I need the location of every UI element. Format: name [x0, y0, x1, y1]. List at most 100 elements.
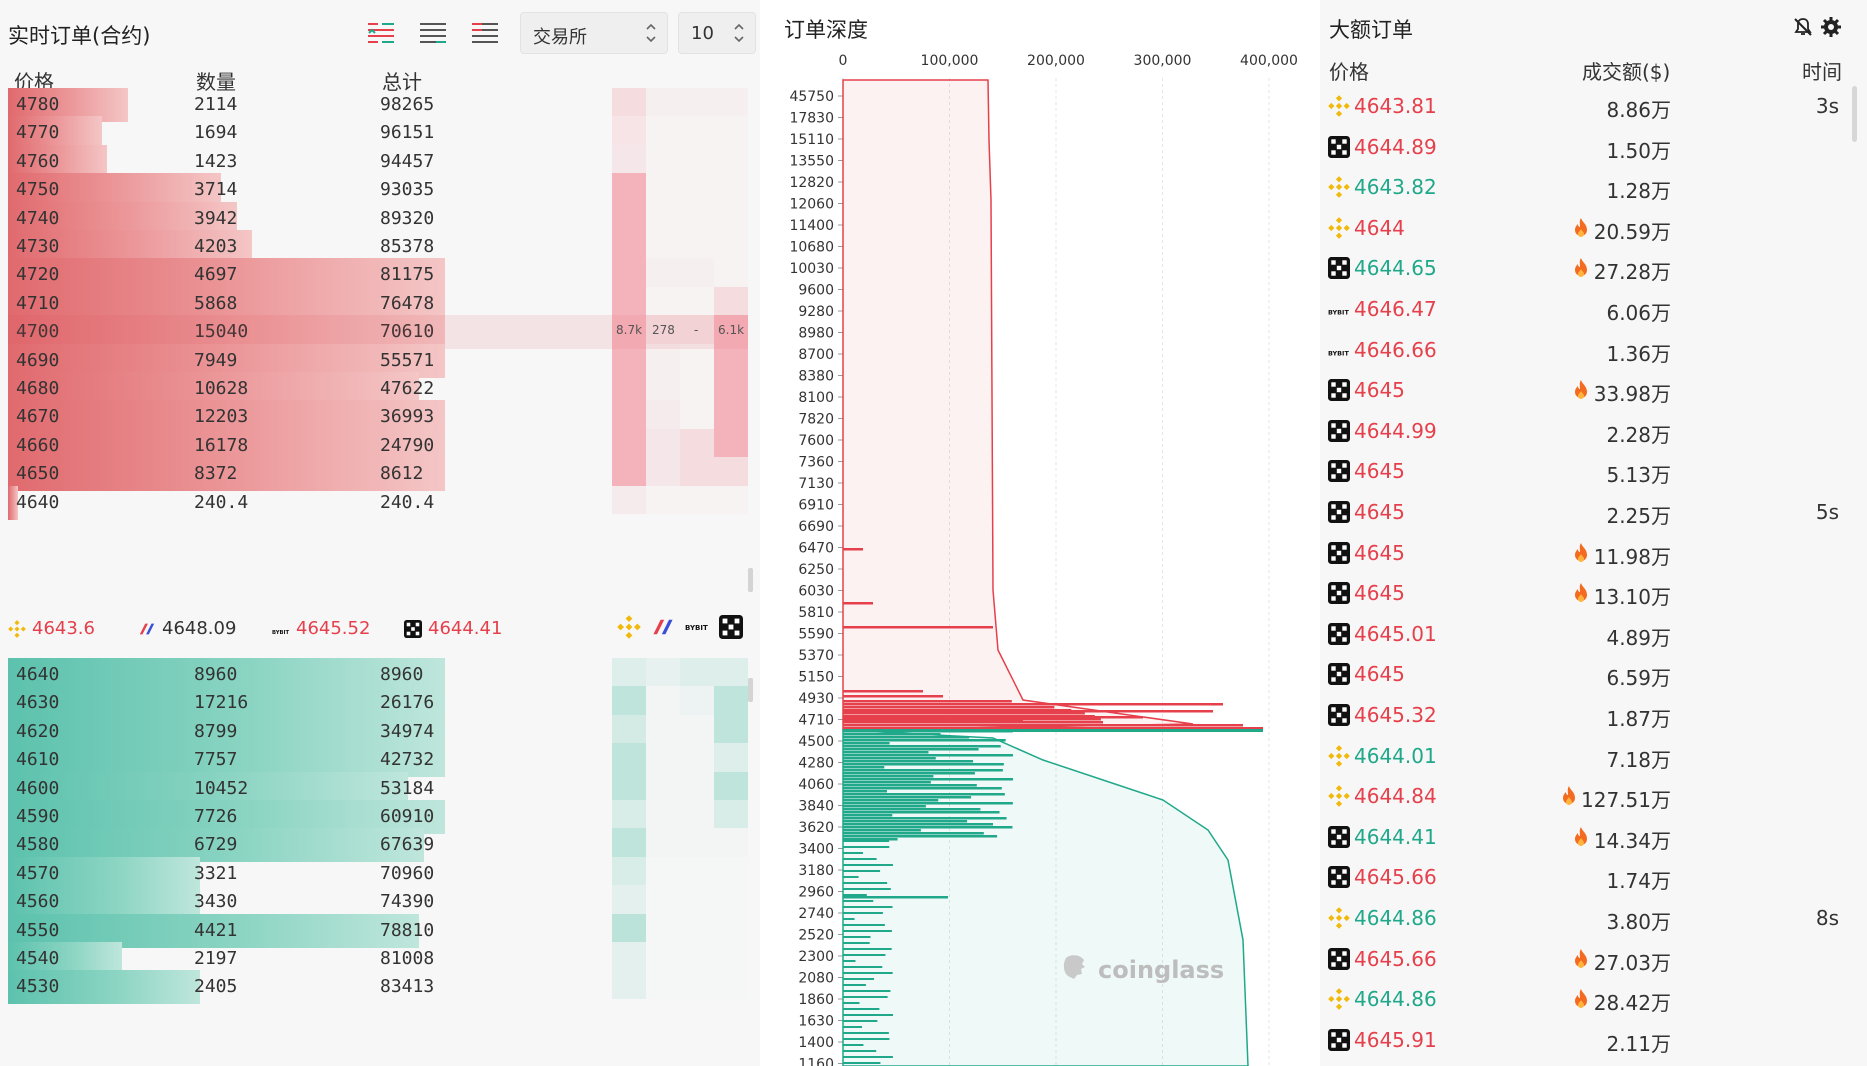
depth-level-select[interactable]: 10	[678, 12, 756, 54]
bid-row[interactable]: 4550 4421 78810	[8, 913, 528, 948]
settings-gear-icon[interactable]	[1820, 16, 1842, 38]
bid-row[interactable]: 4610 7757 42732	[8, 743, 528, 778]
large-order-row[interactable]: 4644.65 27.28万	[1320, 248, 1867, 288]
bid-row[interactable]: 4600 10452 53184	[8, 771, 528, 806]
order-price: 4644.01	[1354, 743, 1437, 768]
bid-row[interactable]: 4560 3430 74390	[8, 885, 528, 920]
large-order-row[interactable]: 4644.86 3.80万 8s	[1320, 898, 1867, 938]
large-order-row[interactable]: 4644.89 1.50万	[1320, 127, 1867, 167]
bid-row[interactable]: 4530 2405 83413	[8, 970, 528, 1005]
large-order-row[interactable]: 4645 5.13万	[1320, 451, 1867, 491]
large-order-row[interactable]: 4645.66 1.74万	[1320, 857, 1867, 897]
bid-row[interactable]: 4640 8960 8960	[8, 658, 528, 692]
ask-row[interactable]: 4750 3714 93035	[8, 173, 528, 208]
large-order-row[interactable]: 4644.86 28.42万	[1320, 979, 1867, 1019]
bid-depth-bar	[8, 913, 419, 948]
large-order-row[interactable]: BYBIT 4646.66 1.36万	[1320, 330, 1867, 370]
large-order-row[interactable]: 4644.01 7.18万	[1320, 736, 1867, 776]
bid-level-bar	[843, 766, 885, 769]
ask-row[interactable]: 4650 8372 8612	[8, 457, 528, 492]
exchange-ticker[interactable]: 4648.09	[138, 618, 236, 639]
large-order-row[interactable]: 4644.41 14.34万	[1320, 817, 1867, 857]
okx-icon[interactable]	[718, 614, 744, 640]
large-order-row[interactable]: 4644.84 127.51万	[1320, 776, 1867, 816]
ask-row[interactable]: 4640 240.4 240.4	[8, 485, 528, 520]
binance-icon	[1328, 988, 1350, 1010]
bid-row[interactable]: 4580 6729 67639	[8, 828, 528, 863]
order-price: 4644.86	[1354, 987, 1437, 1012]
large-order-row[interactable]: 4645.91 2.11万	[1320, 1020, 1867, 1060]
heat-cell	[680, 686, 714, 715]
ask-total: 81175	[380, 264, 435, 286]
large-order-row[interactable]: 4645.01 4.89万	[1320, 614, 1867, 654]
view-asks-button[interactable]	[468, 20, 502, 46]
large-order-row[interactable]: 4645 2.25万 5s	[1320, 492, 1867, 532]
scrollbar[interactable]	[1852, 86, 1857, 142]
ask-row[interactable]: 4660 16178 24790	[8, 428, 528, 463]
large-order-row[interactable]: 4645.66 27.03万	[1320, 939, 1867, 979]
order-amount: 1.87万	[1606, 707, 1671, 731]
view-both-sides-button[interactable]	[364, 20, 398, 46]
large-order-row[interactable]: 4645 6.59万	[1320, 654, 1867, 694]
bid-level-bar	[843, 948, 892, 950]
ask-row[interactable]: 4720 4697 81175	[8, 258, 528, 293]
bid-qty: 3321	[194, 862, 238, 884]
ask-row[interactable]: 4680 10628 47622	[8, 372, 528, 406]
ask-row[interactable]: 4760 1423 94457	[8, 144, 528, 179]
exchange-ticker[interactable]: 4643.6	[8, 618, 95, 639]
ask-row[interactable]: 4690 7949 55571	[8, 343, 528, 378]
ask-level-bar	[843, 709, 1072, 712]
large-order-row[interactable]: 4645 33.98万	[1320, 370, 1867, 410]
view-bids-button[interactable]	[416, 20, 450, 46]
ask-level-bar	[843, 602, 873, 605]
okx-icon	[1328, 704, 1350, 726]
ask-row[interactable]: 4670 12203 36993	[8, 400, 528, 435]
y-tick-label: 5590	[798, 627, 834, 643]
ask-row[interactable]: 4700 15040 70610	[8, 315, 748, 350]
ask-row[interactable]: 4730 4203 85378	[8, 230, 528, 264]
y-tick-label: 1860	[798, 992, 834, 1008]
exchange-select[interactable]: 交易所	[520, 12, 668, 54]
ask-row[interactable]: 4770 1694 96151	[8, 116, 528, 151]
bid-row[interactable]: 4540 2197 81008	[8, 942, 528, 976]
heatmap-label: 278	[652, 323, 675, 338]
heat-cell	[612, 372, 646, 401]
bid-level-bar	[843, 742, 890, 745]
scrollbar[interactable]	[748, 568, 753, 592]
bid-row[interactable]: 4570 3321 70960	[8, 856, 528, 891]
large-order-row[interactable]: 4645 13.10万	[1320, 573, 1867, 613]
svg-text:BYBIT: BYBIT	[272, 629, 289, 635]
ask-row[interactable]: 4710 5868 76478	[8, 286, 528, 321]
mute-bell-icon[interactable]	[1792, 16, 1814, 38]
bybit-icon: BYBIT	[272, 620, 290, 638]
ask-row[interactable]: 4740 3942 89320	[8, 201, 528, 236]
bybit-icon[interactable]: BYBIT	[684, 614, 710, 640]
large-order-row[interactable]: BYBIT 4646.47 6.06万	[1320, 289, 1867, 329]
bid-row[interactable]: 4590 7726 60910	[8, 800, 528, 834]
large-order-row[interactable]: 4645 11.98万	[1320, 533, 1867, 573]
bid-depth-bar	[8, 743, 445, 778]
bid-level-bar	[843, 751, 929, 754]
large-order-row[interactable]: 4645.32 1.87万	[1320, 695, 1867, 735]
bid-total: 74390	[380, 891, 435, 913]
large-order-row[interactable]: 4643.81 8.86万 3s	[1320, 86, 1867, 126]
large-order-row[interactable]: 4643.82 1.28万	[1320, 167, 1867, 207]
binance-icon[interactable]	[616, 614, 642, 640]
bid-row[interactable]: 4630 17216 26176	[8, 686, 528, 721]
heat-cell	[612, 913, 646, 942]
scrollbar[interactable]	[748, 678, 753, 702]
bitmex-icon[interactable]	[650, 614, 676, 640]
bid-row[interactable]: 4620 8799 34974	[8, 714, 528, 749]
large-order-row[interactable]: 4644 20.59万	[1320, 208, 1867, 248]
ask-row[interactable]: 4780 2114 98265	[8, 88, 528, 122]
bid-level-bar	[843, 896, 948, 899]
ask-total: 70610	[380, 321, 435, 343]
large-order-row[interactable]: 4644.99 2.28万	[1320, 411, 1867, 451]
orderbook-both-icon	[364, 23, 398, 50]
order-amount: 1.74万	[1606, 869, 1671, 894]
y-tick-label: 10030	[789, 261, 834, 277]
exchange-ticker[interactable]: BYBIT 4645.52	[272, 618, 370, 639]
exchange-ticker[interactable]: 4644.41	[404, 618, 502, 639]
heat-cell	[612, 800, 646, 829]
watermark-text: coinglass	[1098, 956, 1225, 984]
